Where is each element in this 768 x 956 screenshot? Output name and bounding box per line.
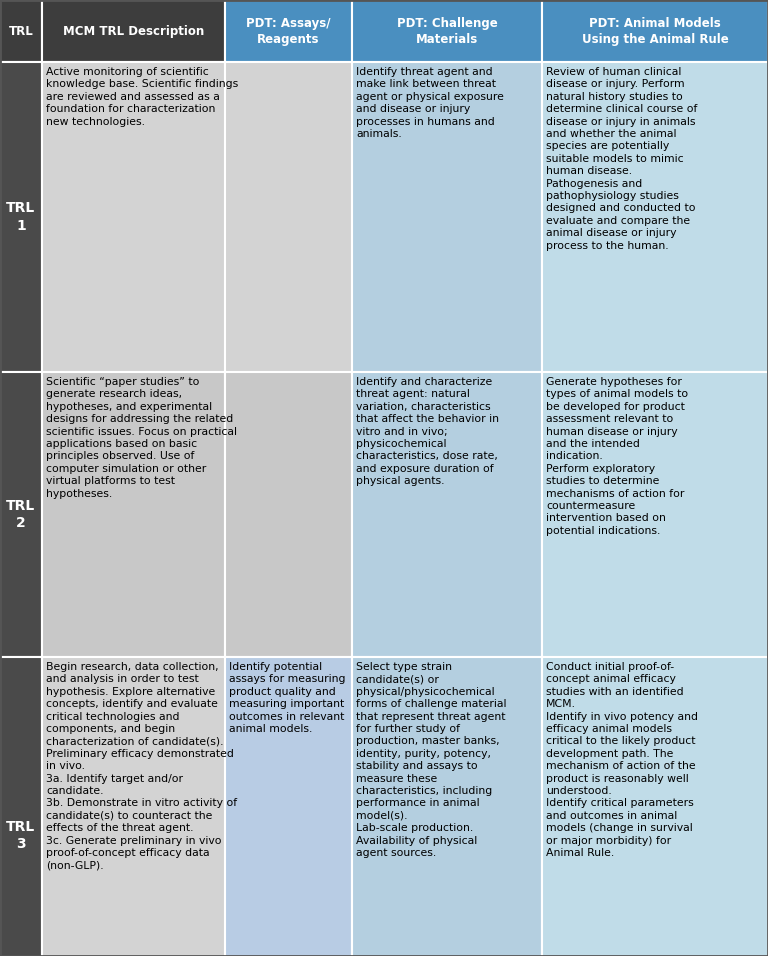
Text: Select type strain
candidate(s) or
physical/physicochemical
forms of challenge m: Select type strain candidate(s) or physi…: [356, 662, 507, 858]
Text: Generate hypotheses for
types of animal models to
be developed for product
asses: Generate hypotheses for types of animal …: [546, 377, 688, 535]
Text: TRL
1: TRL 1: [6, 202, 35, 232]
Bar: [0, 0, 42, 62]
Bar: [225, 62, 352, 372]
Text: Identify potential
assays for measuring
product quality and
measuring important
: Identify potential assays for measuring …: [229, 662, 346, 734]
Text: MCM TRL Description: MCM TRL Description: [63, 25, 204, 37]
Bar: [352, 62, 542, 372]
Bar: [542, 62, 768, 372]
Text: Conduct initial proof-of-
concept animal efficacy
studies with an identified
MCM: Conduct initial proof-of- concept animal…: [546, 662, 698, 858]
Bar: [0, 657, 42, 956]
Text: Identify threat agent and
make link between threat
agent or physical exposure
an: Identify threat agent and make link betw…: [356, 67, 504, 139]
Bar: [542, 657, 768, 956]
Text: TRL
3: TRL 3: [6, 820, 35, 851]
Bar: [0, 62, 42, 372]
Bar: [225, 0, 352, 62]
Text: Identify and characterize
threat agent: natural
variation, characteristics
that : Identify and characterize threat agent: …: [356, 377, 499, 487]
Bar: [352, 657, 542, 956]
Text: TRL: TRL: [8, 25, 33, 37]
Bar: [42, 657, 225, 956]
Text: Begin research, data collection,
and analysis in order to test
hypothesis. Explo: Begin research, data collection, and ana…: [46, 662, 237, 870]
Bar: [352, 0, 542, 62]
Text: PDT: Animal Models
Using the Animal Rule: PDT: Animal Models Using the Animal Rule: [581, 16, 728, 46]
Bar: [542, 0, 768, 62]
Bar: [225, 372, 352, 657]
Bar: [0, 372, 42, 657]
Text: Review of human clinical
disease or injury. Perform
natural history studies to
d: Review of human clinical disease or inju…: [546, 67, 697, 250]
Text: Active monitoring of scientific
knowledge base. Scientific findings
are reviewed: Active monitoring of scientific knowledg…: [46, 67, 238, 126]
Text: TRL
2: TRL 2: [6, 499, 35, 531]
Bar: [542, 372, 768, 657]
Bar: [42, 372, 225, 657]
Bar: [225, 657, 352, 956]
Text: PDT: Challenge
Materials: PDT: Challenge Materials: [396, 16, 498, 46]
Bar: [352, 372, 542, 657]
Text: PDT: Assays/
Reagents: PDT: Assays/ Reagents: [247, 16, 331, 46]
Bar: [42, 0, 225, 62]
Bar: [42, 62, 225, 372]
Text: Scientific “paper studies” to
generate research ideas,
hypotheses, and experimen: Scientific “paper studies” to generate r…: [46, 377, 237, 499]
